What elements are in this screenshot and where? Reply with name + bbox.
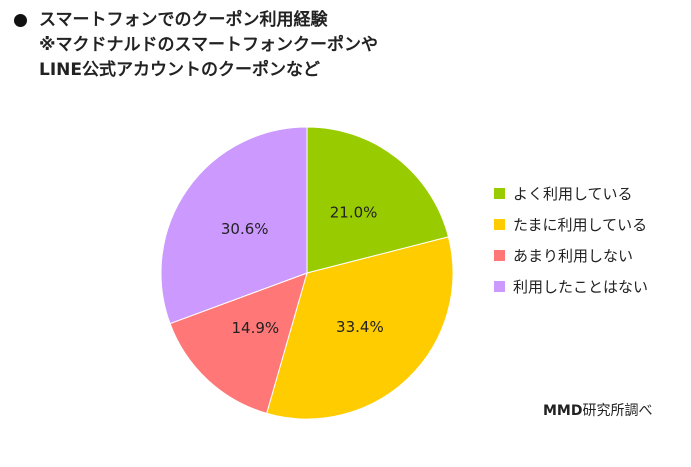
legend-item-2: たまに利用している <box>494 209 648 240</box>
legend-item-4: 利用したことはない <box>494 271 648 302</box>
legend: よく利用している たまに利用している あまり利用しない 利用したことはない <box>494 178 648 302</box>
legend-swatch <box>494 188 505 199</box>
title-line-2: ※マクドナルドのスマートフォンクーポンや <box>39 35 379 55</box>
chart-title: スマートフォンでのクーポン利用経験 ※マクドナルドのスマートフォンクーポンや L… <box>14 8 378 83</box>
pie-slice-1 <box>306 126 450 274</box>
slice-label-2: 33.4% <box>336 318 384 336</box>
bullet-icon <box>14 14 27 27</box>
legend-label: あまり利用しない <box>513 247 634 265</box>
source-text: 研究所調べ <box>582 403 653 419</box>
slice-label-1: 21.0% <box>330 204 378 222</box>
legend-item-3: あまり利用しない <box>494 240 648 271</box>
legend-swatch <box>494 219 505 230</box>
slice-label-4: 30.6% <box>221 220 269 238</box>
legend-swatch <box>494 250 505 261</box>
legend-item-1: よく利用している <box>494 178 648 209</box>
source-note: MMD研究所調べ <box>543 400 652 420</box>
title-line-1: スマートフォンでのクーポン利用経験 <box>39 10 328 30</box>
legend-label: たまに利用している <box>513 216 648 234</box>
pie-slice-2 <box>266 236 454 420</box>
legend-swatch <box>494 281 505 292</box>
pie-slice-3 <box>169 272 308 414</box>
pie-slice-4 <box>160 126 308 325</box>
source-brand: MMD <box>543 403 583 419</box>
title-line-3: LINE公式アカウントのクーポンなど <box>39 60 320 80</box>
legend-label: 利用したことはない <box>513 278 649 296</box>
slice-label-3: 14.9% <box>232 319 280 337</box>
legend-label: よく利用している <box>513 185 633 203</box>
